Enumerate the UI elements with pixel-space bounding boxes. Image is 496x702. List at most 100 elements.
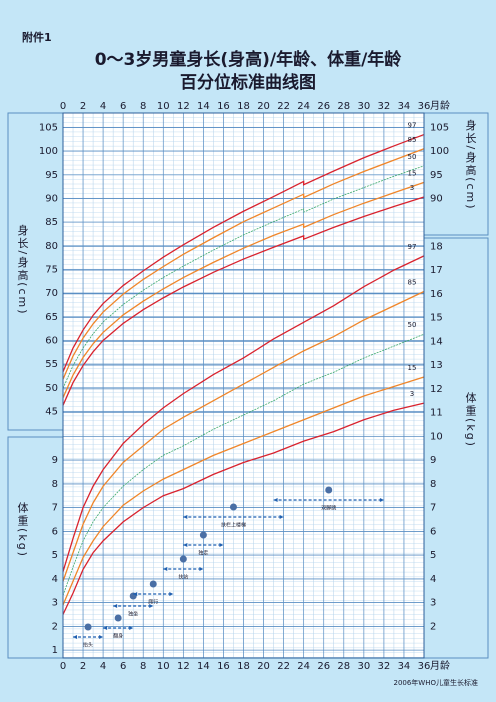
x-tick-label: 16 — [217, 661, 230, 672]
milestone-label: 独坐 — [128, 611, 138, 618]
curve-label: 97 — [408, 122, 417, 130]
y-tick-label: 7 — [52, 503, 58, 514]
y-tick-label: 6 — [52, 526, 58, 537]
annex: 附件1 — [22, 30, 52, 44]
y2-tick-label: 9 — [430, 455, 436, 466]
y2-tick-label: 5 — [430, 550, 436, 561]
x-tick-label: 14 — [197, 101, 210, 112]
percentile-curve — [62, 255, 425, 572]
x-tick-label: 18 — [237, 661, 250, 672]
percentile-curve — [62, 196, 425, 406]
y2-tick-label: 7 — [430, 503, 436, 514]
x-tick-label: 24 — [297, 661, 310, 672]
y2-tick-label: 12 — [430, 384, 443, 395]
y-tick-label: 5 — [52, 550, 58, 561]
x-axis-title: 月龄 — [430, 659, 450, 672]
x-tick-label: 32 — [378, 661, 391, 672]
y2-axis-title: 体重(kg) — [464, 391, 477, 448]
y-tick-label: 100 — [39, 146, 58, 157]
chart-subtitle: 百分位标准曲线图 — [180, 72, 316, 93]
x-tick-label: 22 — [277, 661, 290, 672]
y-tick-label: 4 — [52, 574, 58, 585]
x-tick-label: 24 — [297, 101, 310, 112]
right-weight-panel — [423, 237, 489, 659]
percentile-curve — [62, 376, 425, 606]
x-tick-label: 12 — [177, 661, 190, 672]
y2-axis-title: 身长/身高(cm) — [464, 118, 477, 210]
x-tick-label: 14 — [197, 661, 210, 672]
y2-tick-label: 15 — [430, 313, 443, 324]
y-tick-label: 90 — [45, 193, 58, 204]
y-tick-label: 3 — [52, 598, 58, 609]
x-tick-label: 28 — [337, 101, 350, 112]
y2-tick-label: 95 — [430, 170, 443, 181]
milestone-label: 爬行 — [148, 599, 158, 606]
curve-label: 3 — [410, 184, 414, 192]
x-tick-label: 4 — [100, 661, 106, 672]
y2-tick-label: 8 — [430, 479, 436, 490]
milestone-figure — [84, 623, 92, 631]
milestone-figure — [114, 614, 122, 622]
source: 2006年WHO儿童生长标准 — [393, 678, 478, 687]
y-tick-label: 45 — [45, 406, 58, 417]
y2-tick-label: 11 — [430, 408, 443, 419]
y2-tick-label: 2 — [430, 621, 436, 632]
curve-label: 3 — [410, 390, 414, 398]
curve-label: 15 — [408, 169, 417, 177]
x-tick-label: 0 — [60, 661, 66, 672]
percentile-curve — [62, 290, 425, 582]
x-tick-label: 26 — [317, 101, 330, 112]
chart-title: 0～3岁男童身长(身高)/年龄、体重/年龄 — [95, 49, 403, 70]
x-tick-label: 30 — [357, 101, 370, 112]
x-tick-label: 2 — [80, 661, 86, 672]
x-tick-label: 22 — [277, 101, 290, 112]
curve-label: 50 — [408, 153, 417, 161]
y-tick-label: 70 — [45, 288, 58, 299]
x-tick-label: 28 — [337, 661, 350, 672]
y2-tick-label: 16 — [430, 289, 443, 300]
x-tick-label: 4 — [100, 101, 106, 112]
y-tick-label: 1 — [52, 645, 58, 656]
x-tick-label: 36 — [418, 101, 431, 112]
percentile-curve — [62, 333, 425, 596]
y-tick-label: 9 — [52, 455, 58, 466]
y2-tick-label: 18 — [430, 241, 443, 252]
plot-frame — [62, 112, 425, 659]
x-tick-label: 8 — [140, 661, 146, 672]
curve-label: 85 — [408, 278, 417, 286]
y2-tick-label: 17 — [430, 265, 443, 276]
y-tick-label: 2 — [52, 621, 58, 632]
x-tick-label: 12 — [177, 101, 190, 112]
y2-tick-label: 10 — [430, 431, 443, 442]
x-tick-label: 10 — [157, 661, 170, 672]
x-tick-label: 36 — [418, 661, 431, 672]
y2-tick-label: 6 — [430, 526, 436, 537]
y-tick-label: 95 — [45, 170, 58, 181]
y2-tick-label: 90 — [430, 193, 443, 204]
y-axis-title: 体重(kg) — [16, 501, 29, 558]
x-tick-label: 34 — [398, 661, 411, 672]
y2-tick-label: 100 — [430, 146, 449, 157]
curve-label: 85 — [408, 136, 417, 144]
curve-label: 15 — [408, 364, 417, 372]
x-tick-label: 8 — [140, 101, 146, 112]
y-tick-label: 8 — [52, 479, 58, 490]
x-tick-label: 30 — [357, 661, 370, 672]
x-tick-label: 32 — [378, 101, 391, 112]
milestone-label: 翻身 — [113, 633, 123, 640]
y-tick-label: 85 — [45, 217, 58, 228]
milestone-figure — [149, 580, 157, 588]
curve-label: 50 — [408, 321, 417, 329]
milestone-figure — [179, 555, 187, 563]
y2-tick-label: 14 — [430, 336, 443, 347]
x-tick-label: 6 — [120, 661, 126, 672]
milestone-label: 抬头 — [83, 642, 93, 649]
y-tick-label: 75 — [45, 264, 58, 275]
x-tick-label: 20 — [257, 661, 270, 672]
milestone-label: 扶栏上楼梯 — [221, 522, 246, 529]
x-tick-label: 20 — [257, 101, 270, 112]
x-tick-label: 16 — [217, 101, 230, 112]
y-tick-label: 50 — [45, 383, 58, 394]
y2-tick-label: 13 — [430, 360, 443, 371]
